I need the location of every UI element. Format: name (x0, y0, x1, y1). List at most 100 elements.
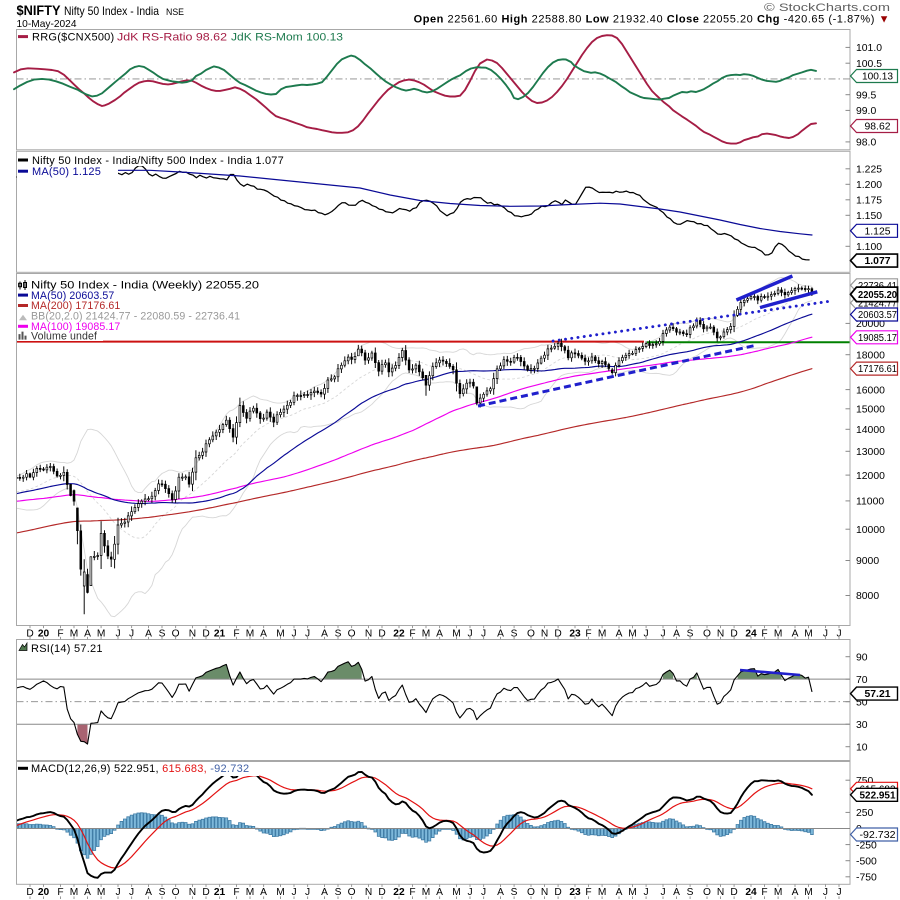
svg-text:24: 24 (745, 628, 757, 639)
svg-text:A: A (321, 628, 328, 639)
svg-text:M: M (598, 628, 607, 639)
svg-text:J: J (644, 628, 649, 639)
svg-text:N: N (717, 887, 724, 898)
svg-text:A: A (616, 628, 623, 639)
svg-text:M: M (804, 887, 813, 898)
svg-text:522.951: 522.951 (860, 790, 896, 801)
svg-text:50: 50 (856, 697, 868, 708)
svg-text:250: 250 (856, 808, 874, 819)
svg-text:16000: 16000 (856, 385, 885, 396)
svg-text:J: J (660, 628, 665, 639)
svg-text:M: M (276, 628, 285, 639)
svg-text:J: J (468, 887, 473, 898)
svg-text:J: J (305, 628, 310, 639)
svg-text:20603.57: 20603.57 (858, 310, 897, 321)
svg-text:1.225: 1.225 (856, 165, 882, 176)
svg-text:J: J (644, 887, 649, 898)
svg-text:F: F (409, 887, 415, 898)
svg-text:A: A (84, 628, 91, 639)
svg-text:J: J (836, 628, 841, 639)
svg-text:S: S (335, 887, 342, 898)
svg-text:10: 10 (856, 742, 868, 753)
svg-text:A: A (616, 887, 623, 898)
svg-text:JdK RS-Ratio 98.62: JdK RS-Ratio 98.62 (117, 31, 227, 43)
svg-text:S: S (511, 887, 518, 898)
svg-text:1.077: 1.077 (865, 256, 891, 267)
svg-text:D: D (730, 887, 737, 898)
svg-text:J: J (305, 887, 310, 898)
svg-text:J: J (481, 887, 486, 898)
svg-text:13000: 13000 (856, 447, 885, 458)
svg-text:© StockCharts.com: © StockCharts.com (764, 2, 890, 14)
svg-text:S: S (335, 628, 342, 639)
svg-text:O: O (172, 628, 180, 639)
svg-text:Nifty 50 Index - India/Nifty 5: Nifty 50 Index - India/Nifty 500 Index -… (32, 155, 284, 167)
svg-text:N: N (365, 887, 372, 898)
svg-text:17176.61: 17176.61 (858, 364, 897, 375)
svg-text:D: D (202, 887, 209, 898)
svg-text:A: A (436, 628, 443, 639)
svg-text:22055.20: 22055.20 (858, 289, 897, 301)
svg-text:D: D (378, 628, 385, 639)
svg-text:22: 22 (393, 628, 405, 639)
svg-text:98.62: 98.62 (865, 122, 891, 133)
svg-text:O: O (348, 887, 356, 898)
svg-text:9000: 9000 (856, 556, 879, 567)
svg-text:O: O (348, 628, 356, 639)
svg-text:M: M (276, 887, 285, 898)
svg-text:M: M (628, 887, 637, 898)
svg-text:S: S (511, 628, 518, 639)
svg-text:J: J (129, 628, 134, 639)
svg-text:-750: -750 (856, 873, 877, 884)
svg-text:M: M (97, 887, 106, 898)
svg-text:RSI(14) 57.21: RSI(14) 57.21 (31, 643, 103, 655)
svg-text:A: A (792, 628, 799, 639)
svg-text:J: J (660, 887, 665, 898)
svg-text:F: F (761, 628, 767, 639)
svg-text:A: A (436, 887, 443, 898)
svg-text:MA(200) 17176.61: MA(200) 17176.61 (31, 300, 120, 312)
svg-text:F: F (761, 887, 767, 898)
svg-text:M: M (70, 628, 79, 639)
svg-text:18000: 18000 (856, 350, 885, 361)
svg-text:A: A (84, 887, 91, 898)
svg-text:M: M (70, 887, 79, 898)
svg-text:100.5: 100.5 (856, 59, 882, 70)
svg-text:-250: -250 (856, 840, 877, 851)
svg-text:M: M (452, 628, 461, 639)
svg-text:20: 20 (38, 887, 50, 898)
svg-text:A: A (792, 887, 799, 898)
svg-text:11000: 11000 (856, 497, 884, 508)
svg-text:Nifty 50 Index - India: Nifty 50 Index - India (64, 4, 159, 18)
svg-text:O: O (527, 628, 535, 639)
svg-text:14000: 14000 (856, 425, 885, 436)
svg-text:M: M (422, 887, 431, 898)
svg-text:O: O (172, 887, 180, 898)
svg-text:21: 21 (214, 628, 226, 639)
svg-text:M: M (628, 628, 637, 639)
svg-text:J: J (823, 628, 828, 639)
svg-text:20000: 20000 (856, 319, 885, 330)
svg-text:JdK RS-Mom 100.13: JdK RS-Mom 100.13 (231, 31, 343, 43)
svg-text:F: F (57, 628, 63, 639)
svg-text:J: J (823, 887, 828, 898)
svg-text:N: N (541, 628, 548, 639)
svg-text:A: A (673, 887, 680, 898)
svg-text:20: 20 (38, 628, 50, 639)
svg-text:99.5: 99.5 (856, 90, 876, 101)
svg-text:10000: 10000 (856, 525, 885, 536)
svg-text:F: F (233, 628, 239, 639)
svg-text:Volume undef: Volume undef (31, 330, 97, 342)
svg-text:BB(20,2.0) 21424.77 - 22080.59: BB(20,2.0) 21424.77 - 22080.59 - 22736.4… (31, 311, 240, 323)
svg-text:D: D (554, 887, 561, 898)
svg-text:D: D (26, 887, 33, 898)
svg-text:22: 22 (393, 887, 405, 898)
svg-text:10-May-2024: 10-May-2024 (17, 18, 77, 30)
svg-text:23: 23 (569, 887, 581, 898)
svg-text:M: M (422, 628, 431, 639)
svg-text:Nifty 50 Index - India (Weekly: Nifty 50 Index - India (Weekly) 22055.20 (31, 279, 259, 291)
svg-text:21: 21 (214, 887, 226, 898)
svg-text:A: A (260, 887, 267, 898)
svg-text:57.21: 57.21 (865, 689, 891, 700)
svg-text:21424.77: 21424.77 (858, 298, 897, 309)
